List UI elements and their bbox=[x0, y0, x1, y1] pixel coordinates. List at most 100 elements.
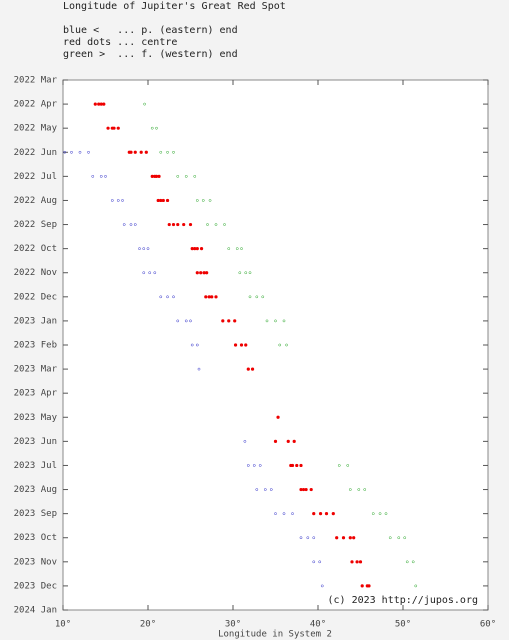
data-point bbox=[159, 150, 163, 154]
data-point bbox=[411, 560, 415, 564]
legend-entry: blue < ... p. (eastern) end bbox=[63, 25, 238, 36]
data-point bbox=[193, 247, 197, 251]
data-point bbox=[221, 319, 225, 323]
data-point bbox=[306, 536, 310, 540]
data-point bbox=[273, 439, 278, 443]
data-point bbox=[210, 295, 214, 299]
data-point bbox=[263, 488, 267, 491]
data-point bbox=[188, 222, 193, 227]
y-tick-label: 2023 May bbox=[14, 413, 58, 423]
data-point bbox=[238, 271, 242, 275]
data-point bbox=[199, 271, 203, 275]
data-point bbox=[150, 126, 154, 130]
x-tick-label: 30° bbox=[225, 620, 241, 630]
data-point bbox=[384, 512, 388, 515]
data-point bbox=[360, 584, 364, 588]
data-point bbox=[146, 247, 150, 250]
y-tick-label: 2022 Sep bbox=[14, 220, 57, 230]
y-tick-label: 2022 Oct bbox=[14, 244, 57, 254]
data-point bbox=[240, 247, 243, 250]
data-point bbox=[121, 199, 124, 202]
data-point bbox=[116, 199, 120, 202]
data-point bbox=[309, 487, 313, 492]
data-point bbox=[350, 560, 354, 564]
data-point bbox=[403, 536, 407, 540]
data-point bbox=[87, 150, 90, 154]
data-point bbox=[378, 512, 382, 515]
data-point bbox=[190, 247, 194, 251]
data-point bbox=[304, 487, 308, 492]
y-tick-label: 2023 Dec bbox=[14, 581, 57, 591]
data-point bbox=[157, 174, 161, 178]
y-tick-label: 2023 Feb bbox=[14, 341, 57, 351]
data-point bbox=[214, 223, 218, 226]
data-point bbox=[414, 584, 418, 588]
data-point bbox=[397, 536, 401, 540]
y-tick-label: 2022 Dec bbox=[14, 292, 57, 302]
data-point bbox=[255, 488, 259, 491]
data-point bbox=[195, 271, 199, 275]
y-tick-label: 2024 Jan bbox=[14, 606, 57, 616]
legend-entry: red dots ... centre bbox=[63, 37, 177, 48]
x-tick-label: 20° bbox=[140, 620, 156, 630]
legend-entry: green > ... f. (western) end bbox=[63, 49, 238, 60]
plot-area bbox=[62, 79, 489, 611]
data-point bbox=[166, 150, 169, 154]
data-point bbox=[153, 271, 157, 275]
data-point bbox=[70, 150, 73, 154]
data-point bbox=[258, 464, 262, 467]
data-point bbox=[150, 174, 154, 178]
data-point bbox=[246, 464, 250, 467]
data-point bbox=[190, 343, 194, 347]
data-point bbox=[116, 126, 120, 130]
data-point bbox=[133, 223, 137, 226]
data-point bbox=[352, 536, 356, 540]
data-point bbox=[171, 222, 176, 227]
data-point bbox=[252, 464, 256, 467]
data-point bbox=[301, 487, 306, 492]
data-point bbox=[346, 464, 350, 467]
data-point bbox=[122, 223, 126, 226]
data-point bbox=[274, 512, 277, 515]
data-point bbox=[176, 222, 180, 227]
data-point bbox=[233, 319, 237, 323]
data-point bbox=[318, 512, 323, 516]
data-point bbox=[367, 584, 371, 588]
data-point bbox=[299, 463, 303, 468]
y-tick-label: 2023 Nov bbox=[14, 557, 57, 567]
data-point bbox=[291, 512, 294, 515]
data-point bbox=[110, 126, 114, 130]
data-point bbox=[167, 222, 171, 227]
data-point bbox=[320, 584, 324, 588]
data-point bbox=[161, 198, 165, 203]
data-point bbox=[233, 343, 238, 347]
data-point bbox=[244, 343, 248, 347]
data-point bbox=[153, 174, 157, 178]
data-point bbox=[289, 463, 293, 468]
data-point bbox=[286, 439, 290, 443]
data-point bbox=[78, 150, 82, 154]
data-point bbox=[312, 560, 316, 564]
data-point bbox=[204, 295, 208, 299]
data-point bbox=[248, 295, 252, 299]
data-point bbox=[159, 198, 163, 203]
data-point bbox=[156, 198, 160, 203]
data-point bbox=[165, 198, 170, 203]
y-tick-label: 2023 Apr bbox=[14, 389, 58, 399]
data-point bbox=[331, 512, 335, 516]
y-tick-label: 2022 Jul bbox=[14, 172, 57, 182]
data-point bbox=[337, 464, 341, 467]
data-point bbox=[255, 295, 259, 299]
data-point bbox=[261, 295, 265, 299]
y-tick-label: 2022 Apr bbox=[14, 100, 58, 110]
data-point bbox=[278, 343, 282, 347]
data-point bbox=[184, 175, 188, 178]
data-point bbox=[97, 102, 101, 106]
x-axis-label: Longitude in System 2 bbox=[218, 630, 332, 640]
data-point bbox=[148, 271, 152, 275]
copyright: (c) 2023 http://jupos.org bbox=[327, 595, 478, 606]
data-point bbox=[324, 512, 329, 516]
data-point bbox=[199, 247, 204, 251]
data-point bbox=[133, 150, 137, 154]
